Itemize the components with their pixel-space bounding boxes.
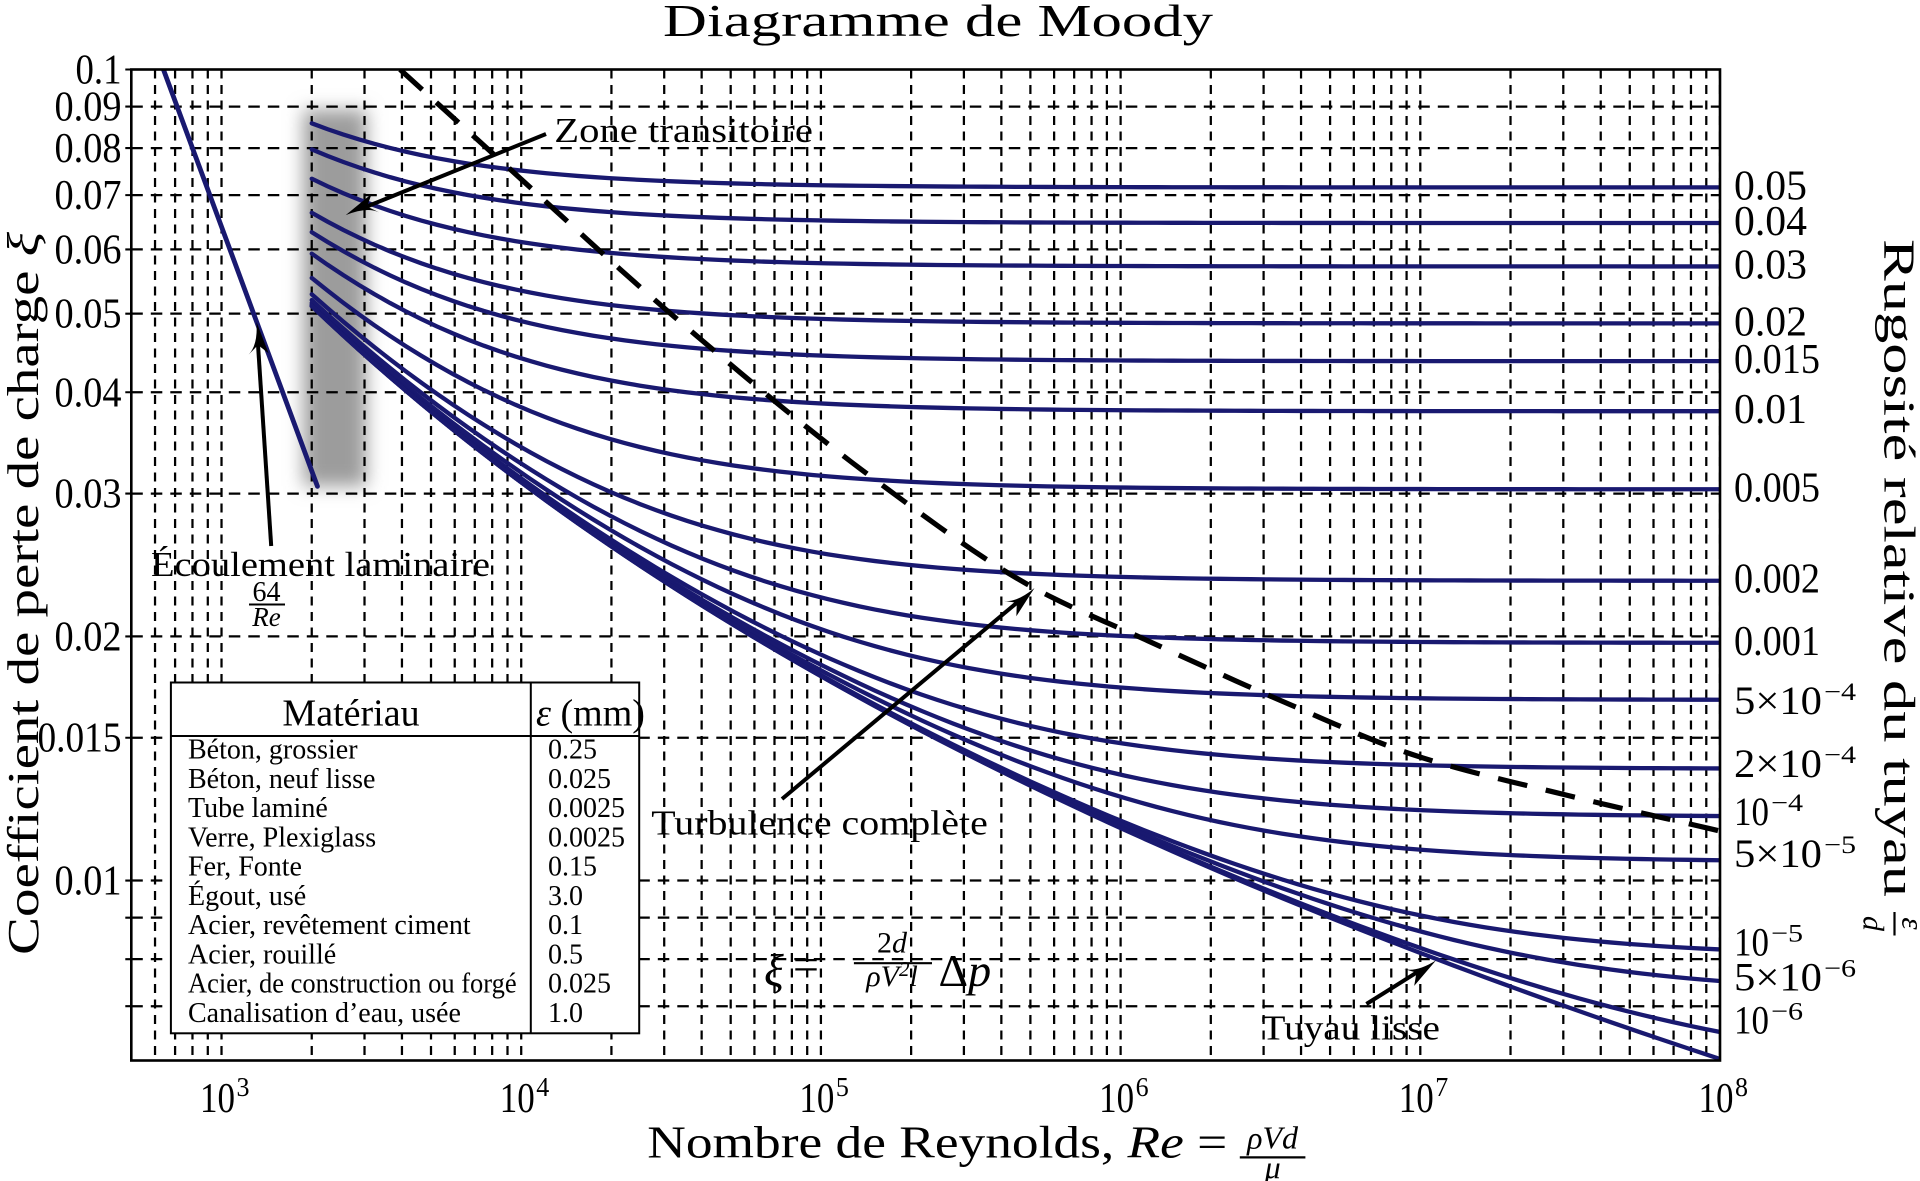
svg-text:3.0: 3.0 xyxy=(548,881,583,912)
svg-text:10: 10 xyxy=(1734,789,1769,834)
svg-text:0.015: 0.015 xyxy=(38,716,122,762)
svg-text:Re: Re xyxy=(251,602,280,632)
svg-text:8: 8 xyxy=(1735,1072,1748,1102)
svg-text:1.0: 1.0 xyxy=(548,998,583,1029)
svg-text:d: d xyxy=(1857,916,1890,932)
svg-text:−6: −6 xyxy=(1824,956,1856,983)
svg-text:10: 10 xyxy=(1099,1076,1134,1122)
svg-text:Rugosité relative du tuyau: Rugosité relative du tuyau xyxy=(1875,239,1920,897)
svg-text:0.06: 0.06 xyxy=(55,227,122,273)
svg-text:0.01: 0.01 xyxy=(55,859,122,905)
svg-text:−5: −5 xyxy=(1824,832,1856,859)
svg-text:Égout, usé: Égout, usé xyxy=(188,881,306,912)
svg-text:0.07: 0.07 xyxy=(55,173,122,219)
svg-text:2×10: 2×10 xyxy=(1734,741,1822,786)
svg-text:7: 7 xyxy=(1435,1072,1448,1102)
svg-text:−5: −5 xyxy=(1771,920,1803,947)
svg-text:5×10: 5×10 xyxy=(1734,678,1822,723)
svg-text:10: 10 xyxy=(1734,997,1769,1042)
svg-text:Turbulence complète: Turbulence complète xyxy=(651,803,988,842)
svg-text:0.005: 0.005 xyxy=(1734,465,1820,511)
svg-text:ε (mm): ε (mm) xyxy=(536,693,645,735)
svg-text:ε: ε xyxy=(1896,917,1920,930)
svg-text:0.0025: 0.0025 xyxy=(548,822,625,853)
svg-text:0.002: 0.002 xyxy=(1734,557,1820,603)
svg-text:0.09: 0.09 xyxy=(55,85,122,131)
svg-text:64: 64 xyxy=(253,577,281,608)
svg-text:0.03: 0.03 xyxy=(1734,242,1807,288)
svg-text:0.1: 0.1 xyxy=(548,910,583,941)
svg-text:Diagramme de Moody: Diagramme de Moody xyxy=(663,0,1213,46)
svg-text:0.08: 0.08 xyxy=(55,126,122,172)
svg-text:ρVd: ρVd xyxy=(1246,1120,1299,1156)
svg-text:0.015: 0.015 xyxy=(1734,337,1820,383)
svg-text:Tube laminé: Tube laminé xyxy=(188,793,328,824)
svg-text:Nombre de Reynolds, Re =: Nombre de Reynolds, Re = xyxy=(647,1116,1227,1167)
svg-text:Acier, de construction ou forg: Acier, de construction ou forgé xyxy=(188,969,517,1000)
svg-text:0.001: 0.001 xyxy=(1734,619,1820,665)
svg-text:μ: μ xyxy=(1264,1149,1281,1181)
svg-text:Acier, rouillé: Acier, rouillé xyxy=(188,939,336,970)
svg-text:10: 10 xyxy=(1699,1076,1734,1122)
svg-text:0.04: 0.04 xyxy=(55,370,122,416)
svg-text:Canalisation d’eau, usée: Canalisation d’eau, usée xyxy=(188,998,461,1029)
svg-text:Tuyau lisse: Tuyau lisse xyxy=(1262,1009,1440,1048)
svg-text:10: 10 xyxy=(1734,919,1769,964)
svg-text:ρV2l: ρV2l xyxy=(865,957,918,993)
svg-text:3: 3 xyxy=(237,1072,250,1102)
svg-text:10: 10 xyxy=(500,1076,535,1122)
svg-text:0.15: 0.15 xyxy=(548,852,597,883)
svg-text:10: 10 xyxy=(200,1076,235,1122)
svg-text:Béton, grossier: Béton, grossier xyxy=(188,735,358,766)
svg-text:Fer, Fonte: Fer, Fonte xyxy=(188,852,302,883)
svg-text:=: = xyxy=(793,939,819,990)
svg-text:0.0025: 0.0025 xyxy=(548,793,625,824)
svg-text:Matériau: Matériau xyxy=(282,693,419,735)
svg-text:0.05: 0.05 xyxy=(1734,163,1807,209)
svg-text:−4: −4 xyxy=(1824,679,1857,706)
svg-text:0.025: 0.025 xyxy=(548,969,611,1000)
svg-text:0.04: 0.04 xyxy=(1734,199,1807,245)
svg-text:0.025: 0.025 xyxy=(548,764,611,795)
svg-text:0.01: 0.01 xyxy=(1734,387,1807,433)
svg-text:0.02: 0.02 xyxy=(1734,299,1807,345)
svg-text:6: 6 xyxy=(1136,1072,1149,1102)
svg-text:0.05: 0.05 xyxy=(55,292,122,338)
svg-text:0.5: 0.5 xyxy=(548,939,583,970)
svg-text:Δp: Δp xyxy=(939,945,992,996)
svg-text:Béton, neuf lisse: Béton, neuf lisse xyxy=(188,764,375,795)
svg-text:−4: −4 xyxy=(1771,790,1804,817)
svg-text:Zone transitoire: Zone transitoire xyxy=(554,111,813,150)
svg-text:−4: −4 xyxy=(1824,742,1857,769)
svg-text:Acier, revêtement ciment: Acier, revêtement ciment xyxy=(188,910,471,941)
svg-text:4: 4 xyxy=(536,1072,549,1102)
svg-text:ξ: ξ xyxy=(764,945,784,996)
svg-text:5: 5 xyxy=(836,1072,849,1102)
svg-text:0.25: 0.25 xyxy=(548,735,597,766)
svg-text:0.03: 0.03 xyxy=(55,472,122,518)
svg-text:2d: 2d xyxy=(877,926,908,959)
svg-text:Verre, Plexiglass: Verre, Plexiglass xyxy=(188,822,376,853)
svg-text:5×10: 5×10 xyxy=(1734,831,1822,876)
svg-text:−6: −6 xyxy=(1771,998,1803,1025)
svg-text:10: 10 xyxy=(799,1076,834,1122)
svg-text:5×10: 5×10 xyxy=(1734,955,1822,1000)
svg-text:Coefficient de perte de charge: Coefficient de perte de charge ξ xyxy=(0,232,48,955)
svg-text:10: 10 xyxy=(1399,1076,1434,1122)
svg-text:0.1: 0.1 xyxy=(76,48,122,94)
svg-text:0.02: 0.02 xyxy=(55,614,122,660)
svg-text:Écoulement laminaire: Écoulement laminaire xyxy=(151,545,490,584)
